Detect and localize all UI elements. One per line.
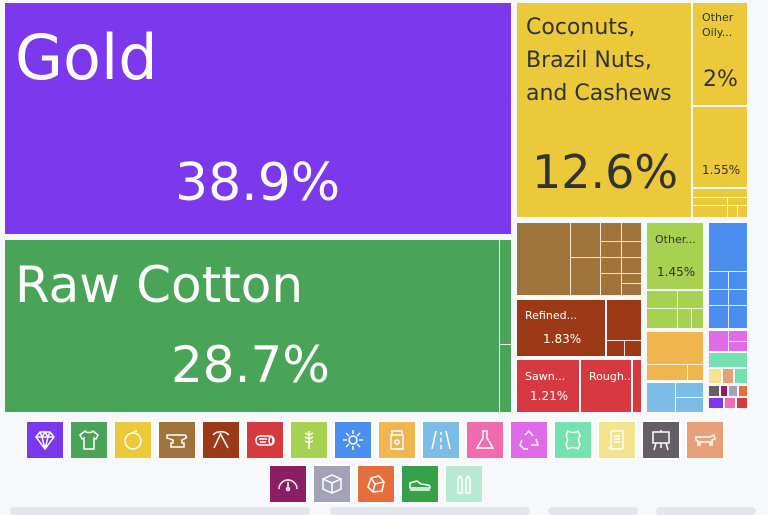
tile-misc-10[interactable] <box>737 398 747 408</box>
legend-transportation[interactable] <box>421 420 461 460</box>
legend-chemical-products[interactable] <box>465 420 505 460</box>
tile-rough[interactable]: Rough... <box>581 360 631 412</box>
tile-cotton-small-2[interactable] <box>500 345 511 412</box>
legend-foodstuffs[interactable] <box>377 420 417 460</box>
tile-sawn-share: 1.21% <box>530 389 569 403</box>
legend-animal-hides[interactable] <box>553 420 593 460</box>
bottom-control-1[interactable] <box>10 507 310 515</box>
hide-icon <box>565 429 581 451</box>
legend-textiles[interactable] <box>69 420 109 460</box>
tile-coconuts-name-1: Coconuts, <box>526 15 636 40</box>
tile-coconuts-name-3: and Cashews <box>526 81 672 106</box>
scroll-icon <box>608 430 624 450</box>
tile-veg-small[interactable] <box>647 291 703 328</box>
legend-precious-metals[interactable] <box>25 420 65 460</box>
bottom-control-4[interactable] <box>656 507 756 515</box>
legend-machines[interactable] <box>333 420 373 460</box>
gauge-icon <box>278 479 298 492</box>
tile-misc-4[interactable] <box>709 386 719 396</box>
tile-yellow-mini <box>693 189 747 217</box>
tile-other-veg[interactable]: Other... 1.45% <box>647 223 703 289</box>
tile-misc-9[interactable] <box>725 398 735 408</box>
tile-other-oily-name-2: Oily... <box>702 26 733 39</box>
legend-weapons[interactable] <box>444 464 484 504</box>
diamond-icon <box>35 430 55 451</box>
legend-miscellaneous[interactable] <box>312 464 352 504</box>
tile-gold-share: 38.9% <box>175 153 341 213</box>
tile-other-oily-share: 2% <box>703 67 738 92</box>
road-icon <box>431 430 451 450</box>
easel-icon <box>652 430 670 451</box>
legend-wood-products[interactable] <box>245 420 285 460</box>
tile-coconuts-name-2: Brazil Nuts, <box>526 48 652 73</box>
pickaxe-icon <box>212 430 230 449</box>
tile-sawn[interactable]: Sawn... 1.21% <box>517 360 579 412</box>
tile-small-155[interactable]: 1.55% <box>693 107 747 187</box>
bullets-icon <box>457 474 471 494</box>
gear-icon <box>343 430 363 450</box>
tile-pink[interactable] <box>709 331 747 351</box>
tile-misc-1[interactable] <box>709 369 721 383</box>
legend-stone-glass[interactable] <box>356 464 396 504</box>
bottom-control-2[interactable] <box>330 507 530 515</box>
tile-misc-7[interactable] <box>739 386 747 396</box>
box-icon <box>322 474 342 494</box>
tile-rough-name: Rough... <box>589 370 631 383</box>
tile-misc-5[interactable] <box>721 386 727 396</box>
legend-paper-goods[interactable] <box>597 420 637 460</box>
orange-icon <box>124 430 142 450</box>
tile-coconuts[interactable]: Coconuts, Brazil Nuts, and Cashews 12.6% <box>517 3 691 217</box>
bottom-control-3[interactable] <box>548 507 638 515</box>
tile-cotton-small-1[interactable] <box>500 240 511 344</box>
tile-minerals-blue[interactable] <box>647 383 703 412</box>
tile-raw-cotton-name: Raw Cotton <box>15 256 304 314</box>
tile-other-veg-name: Other... <box>655 233 696 246</box>
flask-icon <box>475 430 495 449</box>
tile-misc-2[interactable] <box>723 369 733 383</box>
tile-refined-share: 1.83% <box>543 332 582 346</box>
legend-instruments[interactable] <box>268 464 308 504</box>
tile-brown-group[interactable] <box>517 223 641 295</box>
shoe-icon <box>409 480 431 491</box>
legend-vegetable-products[interactable] <box>113 420 153 460</box>
tile-red-small[interactable] <box>633 360 641 412</box>
stone-icon <box>367 475 385 493</box>
tile-gold-name: Gold <box>15 21 158 94</box>
wheat-icon <box>304 431 314 449</box>
legend-arts-antiques[interactable] <box>641 420 681 460</box>
legend-mineral-products[interactable] <box>201 420 241 460</box>
jar-icon <box>390 430 404 450</box>
anvil-icon <box>166 434 188 448</box>
tile-raw-cotton-share: 28.7% <box>171 336 330 394</box>
legend-animal-products[interactable] <box>685 420 725 460</box>
tshirt-icon <box>79 429 99 450</box>
tile-small-155-share: 1.55% <box>702 163 741 177</box>
tile-sawn-name: Sawn... <box>525 370 566 383</box>
tile-coconuts-share: 12.6% <box>532 145 679 199</box>
tile-mint[interactable] <box>709 353 747 367</box>
tile-misc-6[interactable] <box>729 386 737 396</box>
tile-other-veg-share: 1.45% <box>657 265 696 279</box>
tile-other-oily-name-1: Other <box>702 11 734 24</box>
log-icon <box>255 435 275 446</box>
tile-raw-cotton[interactable]: Raw Cotton 28.7% <box>5 240 499 412</box>
tile-misc-3[interactable] <box>735 369 747 383</box>
legend-footwear[interactable] <box>400 464 440 504</box>
legend-metals[interactable] <box>157 420 197 460</box>
legend-animal-vegetable[interactable] <box>289 420 329 460</box>
tile-misc-8[interactable] <box>709 398 723 408</box>
tile-foodstuffs[interactable] <box>647 332 703 380</box>
recycle-icon <box>519 429 540 450</box>
tile-refined-name: Refined... <box>525 309 578 322</box>
tile-refined-small[interactable] <box>607 300 641 356</box>
tile-machines[interactable] <box>709 223 747 328</box>
tile-other-oily[interactable]: Other Oily... 2% <box>693 3 747 105</box>
tile-gold[interactable]: Gold 38.9% <box>5 3 511 234</box>
cow-icon <box>695 433 716 446</box>
tile-refined[interactable]: Refined... 1.83% <box>517 300 605 356</box>
legend-plastics-rubbers[interactable] <box>509 420 549 460</box>
